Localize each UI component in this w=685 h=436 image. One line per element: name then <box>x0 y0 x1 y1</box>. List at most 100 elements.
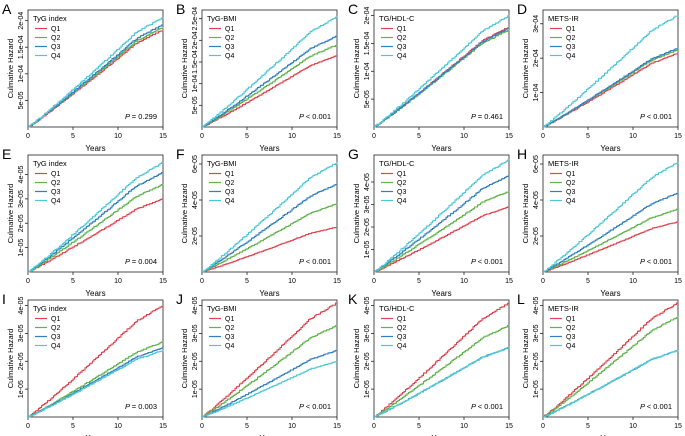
y-axis-label: Culmative Hazard <box>521 329 530 389</box>
y-tick-label: 2e-04 <box>364 7 371 25</box>
curve-q4 <box>374 15 510 128</box>
plot-title: TG/HDL-C <box>379 304 415 313</box>
p-value: P = 0.003 <box>125 402 157 411</box>
plot-title: TyG index <box>33 14 67 23</box>
y-tick-label: 2.5e-04 <box>192 7 199 31</box>
y-tick-label: 1e-04 <box>18 65 25 83</box>
legend-label: Q1 <box>225 171 234 178</box>
x-tick-label: 10 <box>460 278 468 285</box>
x-axis-label: Years <box>431 144 451 153</box>
chart-panel-F: F 0 5 10 15 Years 2e-05 4e-05 6e-05 Culmative Haz… <box>176 146 341 298</box>
x-tick-label: 5 <box>245 133 249 140</box>
curve-q2 <box>374 324 510 418</box>
panel-letter: D <box>517 1 527 17</box>
chart-panel-I: I 0 5 10 15 Years 1e-05 2e-05 3e-05 4e-05 Culmativ… <box>2 291 167 436</box>
curve-q1 <box>28 198 164 273</box>
legend-label: Q4 <box>51 53 60 60</box>
p-value: P < 0.001 <box>640 257 672 266</box>
chart-panel-A: A 0 5 10 15 Years 5e-05 1e-04 1.5e-04 2e-04 Culmat… <box>2 1 167 153</box>
panel-letter: E <box>2 146 11 162</box>
panel-letter: H <box>517 146 527 162</box>
x-tick-label: 10 <box>114 278 122 285</box>
y-tick-label: 1e-05 <box>364 380 371 398</box>
y-tick-label: 2e-05 <box>364 352 371 370</box>
legend-label: Q2 <box>225 325 234 332</box>
legend-label: Q4 <box>397 53 406 60</box>
x-tick-label: 10 <box>288 133 296 140</box>
plot-title: TyG-BMI <box>207 159 237 168</box>
plot-frame <box>201 9 338 128</box>
legend-label: Q1 <box>397 26 406 33</box>
legend-label: Q2 <box>566 180 575 187</box>
curve-q4 <box>374 159 510 273</box>
curve-q1 <box>202 55 338 128</box>
legend-label: Q1 <box>51 171 60 178</box>
plot-frame <box>373 299 510 418</box>
chart-panel-L: L 0 5 10 15 Years 1e-05 2e-05 3e-05 4e-05 Culmativ… <box>517 291 682 436</box>
x-tick-label: 5 <box>71 423 75 430</box>
plot-frame <box>373 9 510 128</box>
plot-frame <box>201 299 338 418</box>
x-tick-label: 15 <box>333 133 341 140</box>
legend-label: Q2 <box>51 35 60 42</box>
chart-panel-C: C 0 5 10 15 Years 5e-05 1e-04 1.5e-04 2e-04 Culmat… <box>348 1 513 153</box>
legend-label: Q3 <box>225 44 234 51</box>
y-tick-label: 3e-04 <box>533 15 540 33</box>
y-axis-label: Culmative Hazard <box>180 184 189 244</box>
x-tick-label: 15 <box>674 278 682 285</box>
y-tick-label: 2e-05 <box>18 214 25 232</box>
x-tick-label: 5 <box>586 423 590 430</box>
y-tick-label: 1e-05 <box>192 380 199 398</box>
x-tick-label: 5 <box>417 423 421 430</box>
legend-label: Q1 <box>51 26 60 33</box>
x-tick-label: 15 <box>159 133 167 140</box>
legend-label: Q3 <box>566 189 575 196</box>
legend-label: Q2 <box>397 325 406 332</box>
y-tick-label: 3e-05 <box>364 195 371 213</box>
x-tick-label: 0 <box>541 133 545 140</box>
plot-title: TG/HDL-C <box>379 159 415 168</box>
chart-panel-H: H 0 5 10 15 Years 2e-05 4e-05 6e-05 Culmative Haz… <box>517 146 682 298</box>
legend-label: Q4 <box>225 343 234 350</box>
legend-label: Q3 <box>225 189 234 196</box>
y-tick-label: 3e-05 <box>18 324 25 342</box>
legend-label: Q4 <box>566 198 575 205</box>
y-axis-label: Culmative Hazard <box>521 39 530 99</box>
curve-q2 <box>202 324 338 418</box>
legend-label: Q2 <box>566 325 575 332</box>
x-tick-label: 15 <box>674 133 682 140</box>
y-tick-label: 5e-05 <box>364 90 371 108</box>
plot-title: TyG-BMI <box>207 304 237 313</box>
y-tick-label: 1e-04 <box>533 84 540 102</box>
y-tick-label: 4e-05 <box>18 297 25 315</box>
curve-q4 <box>543 350 679 418</box>
curve-q4 <box>543 162 679 273</box>
x-tick-label: 15 <box>505 278 513 285</box>
panel-letter: F <box>176 146 185 162</box>
plot-title: METS-IR <box>548 304 579 313</box>
y-tick-label: 1.5e-04 <box>192 50 199 74</box>
y-tick-label: 4e-05 <box>364 297 371 315</box>
curve-q3 <box>28 171 164 273</box>
y-axis-label: Culmative Hazard <box>352 329 361 389</box>
plot-frame <box>27 9 164 128</box>
panel-letter: J <box>176 291 183 307</box>
x-tick-label: 5 <box>586 133 590 140</box>
legend-label: Q4 <box>566 343 575 350</box>
legend-label: Q1 <box>225 316 234 323</box>
y-axis-label: Culmative Hazard <box>6 39 15 99</box>
y-axis-label: Culmative Hazard <box>180 39 189 99</box>
x-axis-label: Years <box>259 144 279 153</box>
curve-q4 <box>202 16 338 128</box>
x-axis-label: Years <box>431 434 451 436</box>
legend-label: Q1 <box>225 26 234 33</box>
curve-q1 <box>374 206 510 273</box>
curve-q3 <box>202 349 338 418</box>
y-axis-label: Culmative Hazard <box>352 184 361 244</box>
x-tick-label: 15 <box>159 423 167 430</box>
curve-q2 <box>374 191 510 273</box>
plot-frame <box>542 299 679 418</box>
curve-q2 <box>543 208 679 273</box>
x-tick-label: 5 <box>71 133 75 140</box>
y-tick-label: 3e-05 <box>533 324 540 342</box>
